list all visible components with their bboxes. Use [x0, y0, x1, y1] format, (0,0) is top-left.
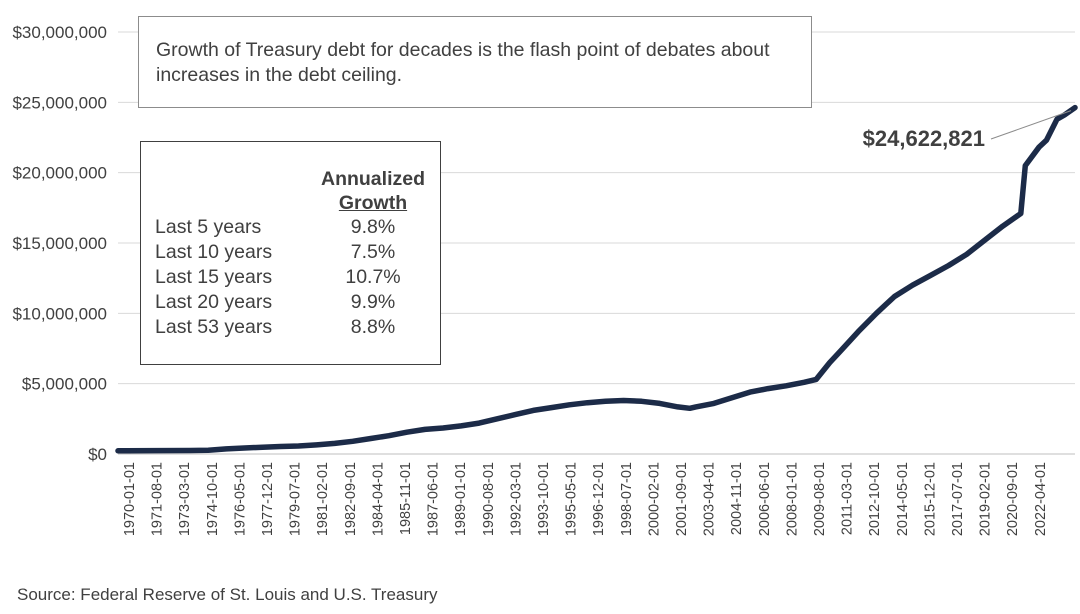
y-tick-label: $20,000,000 — [12, 164, 107, 183]
growth-row: Last 10 years 7.5% — [155, 240, 408, 265]
growth-rate: 10.7% — [345, 266, 401, 288]
x-tick-label: 2000-02-01 — [646, 462, 662, 536]
x-tick-label: 1979-07-01 — [288, 462, 304, 536]
growth-period: Last 5 years — [155, 216, 262, 238]
x-tick-label: 2022-04-01 — [1033, 462, 1049, 536]
x-tick-label: 2012-10-01 — [867, 462, 883, 536]
x-tick-label: 1984-04-01 — [370, 462, 386, 536]
x-tick-label: 1990-08-01 — [481, 462, 497, 536]
growth-period: Last 20 years — [155, 291, 273, 313]
x-tick-label: 2006-06-01 — [757, 462, 773, 536]
end-label-leader-line — [990, 110, 1072, 140]
x-tick-label: 1973-03-01 — [177, 462, 193, 536]
x-tick-label: 2011-03-01 — [840, 462, 856, 535]
x-tick-label: 1976-05-01 — [232, 462, 248, 536]
y-tick-label: $25,000,000 — [12, 93, 107, 112]
x-tick-label: 2014-05-01 — [895, 462, 911, 536]
x-tick-label: 1996-12-01 — [591, 462, 607, 536]
growth-rate: 9.9% — [350, 291, 396, 313]
x-tick-label: 1989-01-01 — [453, 462, 469, 536]
growth-rate: 8.8% — [350, 316, 396, 338]
x-tick-label: 1995-05-01 — [564, 462, 580, 536]
growth-row: Last 53 years 8.8% — [155, 315, 408, 340]
y-tick-label: $30,000,000 — [12, 23, 107, 42]
x-tick-label: 1981-02-01 — [315, 462, 331, 536]
x-tick-label: 2015-12-01 — [922, 462, 938, 536]
annualized-growth-box: Annualized Growth Last 5 years 9.8% Last… — [140, 141, 441, 365]
x-tick-label: 2008-01-01 — [784, 462, 800, 536]
series-line-treasury-debt — [115, 104, 1078, 454]
x-tick-label: 1970-01-01 — [122, 462, 138, 536]
y-axis-labels: $0 $5,000,000 $10,000,000 $15,000,000 $20,00… — [12, 23, 107, 464]
x-tick-label: 1985-11-01 — [398, 462, 414, 535]
growth-period: Last 15 years — [155, 266, 273, 288]
y-tick-label: $5,000,000 — [22, 375, 107, 394]
x-tick-label: 2017-07-01 — [950, 462, 966, 536]
annotation-box: Growth of Treasury debt for decades is t… — [138, 16, 812, 108]
end-value-label: $24,622,821 — [863, 126, 985, 151]
growth-table-header: Annualized Growth — [155, 167, 425, 215]
y-tick-label: $0 — [88, 445, 107, 464]
growth-rate: 7.5% — [350, 241, 396, 263]
x-tick-label: 1987-06-01 — [426, 462, 442, 536]
y-tick-label: $10,000,000 — [12, 304, 107, 323]
x-tick-label: 2004-11-01 — [729, 462, 745, 535]
growth-header-line1: Annualized — [320, 168, 425, 190]
growth-header-line2: Growth — [338, 192, 408, 214]
x-tick-label: 1993-10-01 — [536, 462, 552, 536]
x-tick-label: 1974-10-01 — [205, 462, 221, 536]
growth-period: Last 53 years — [155, 316, 273, 338]
y-tick-label: $15,000,000 — [12, 234, 107, 253]
x-tick-label: 2019-02-01 — [978, 462, 994, 536]
growth-rate: 9.8% — [350, 216, 396, 238]
growth-table: Last 5 years 9.8% Last 10 years 7.5% Las… — [155, 215, 408, 340]
x-tick-label: 2001-09-01 — [674, 462, 690, 536]
x-axis-labels: 1970-01-01 1971-08-01 1973-03-01 1974-10-01… — [122, 462, 1049, 536]
x-tick-label: 1982-09-01 — [343, 462, 359, 536]
source-note: Source: Federal Reserve of St. Louis and… — [17, 585, 438, 604]
growth-row: Last 20 years 9.9% — [155, 290, 408, 315]
growth-row: Last 15 years 10.7% — [155, 265, 408, 290]
growth-row: Last 5 years 9.8% — [155, 215, 408, 240]
growth-period: Last 10 years — [155, 241, 273, 263]
x-tick-label: 1971-08-01 — [150, 462, 166, 536]
x-tick-label: 2009-08-01 — [812, 462, 828, 536]
x-tick-label: 1992-03-01 — [508, 462, 524, 536]
annotation-text: Growth of Treasury debt for decades is t… — [156, 39, 770, 86]
x-tick-label: 2003-04-01 — [702, 462, 718, 536]
x-tick-label: 2020-09-01 — [1005, 462, 1021, 536]
x-tick-label: 1977-12-01 — [260, 462, 276, 536]
x-tick-label: 1998-07-01 — [619, 462, 635, 536]
